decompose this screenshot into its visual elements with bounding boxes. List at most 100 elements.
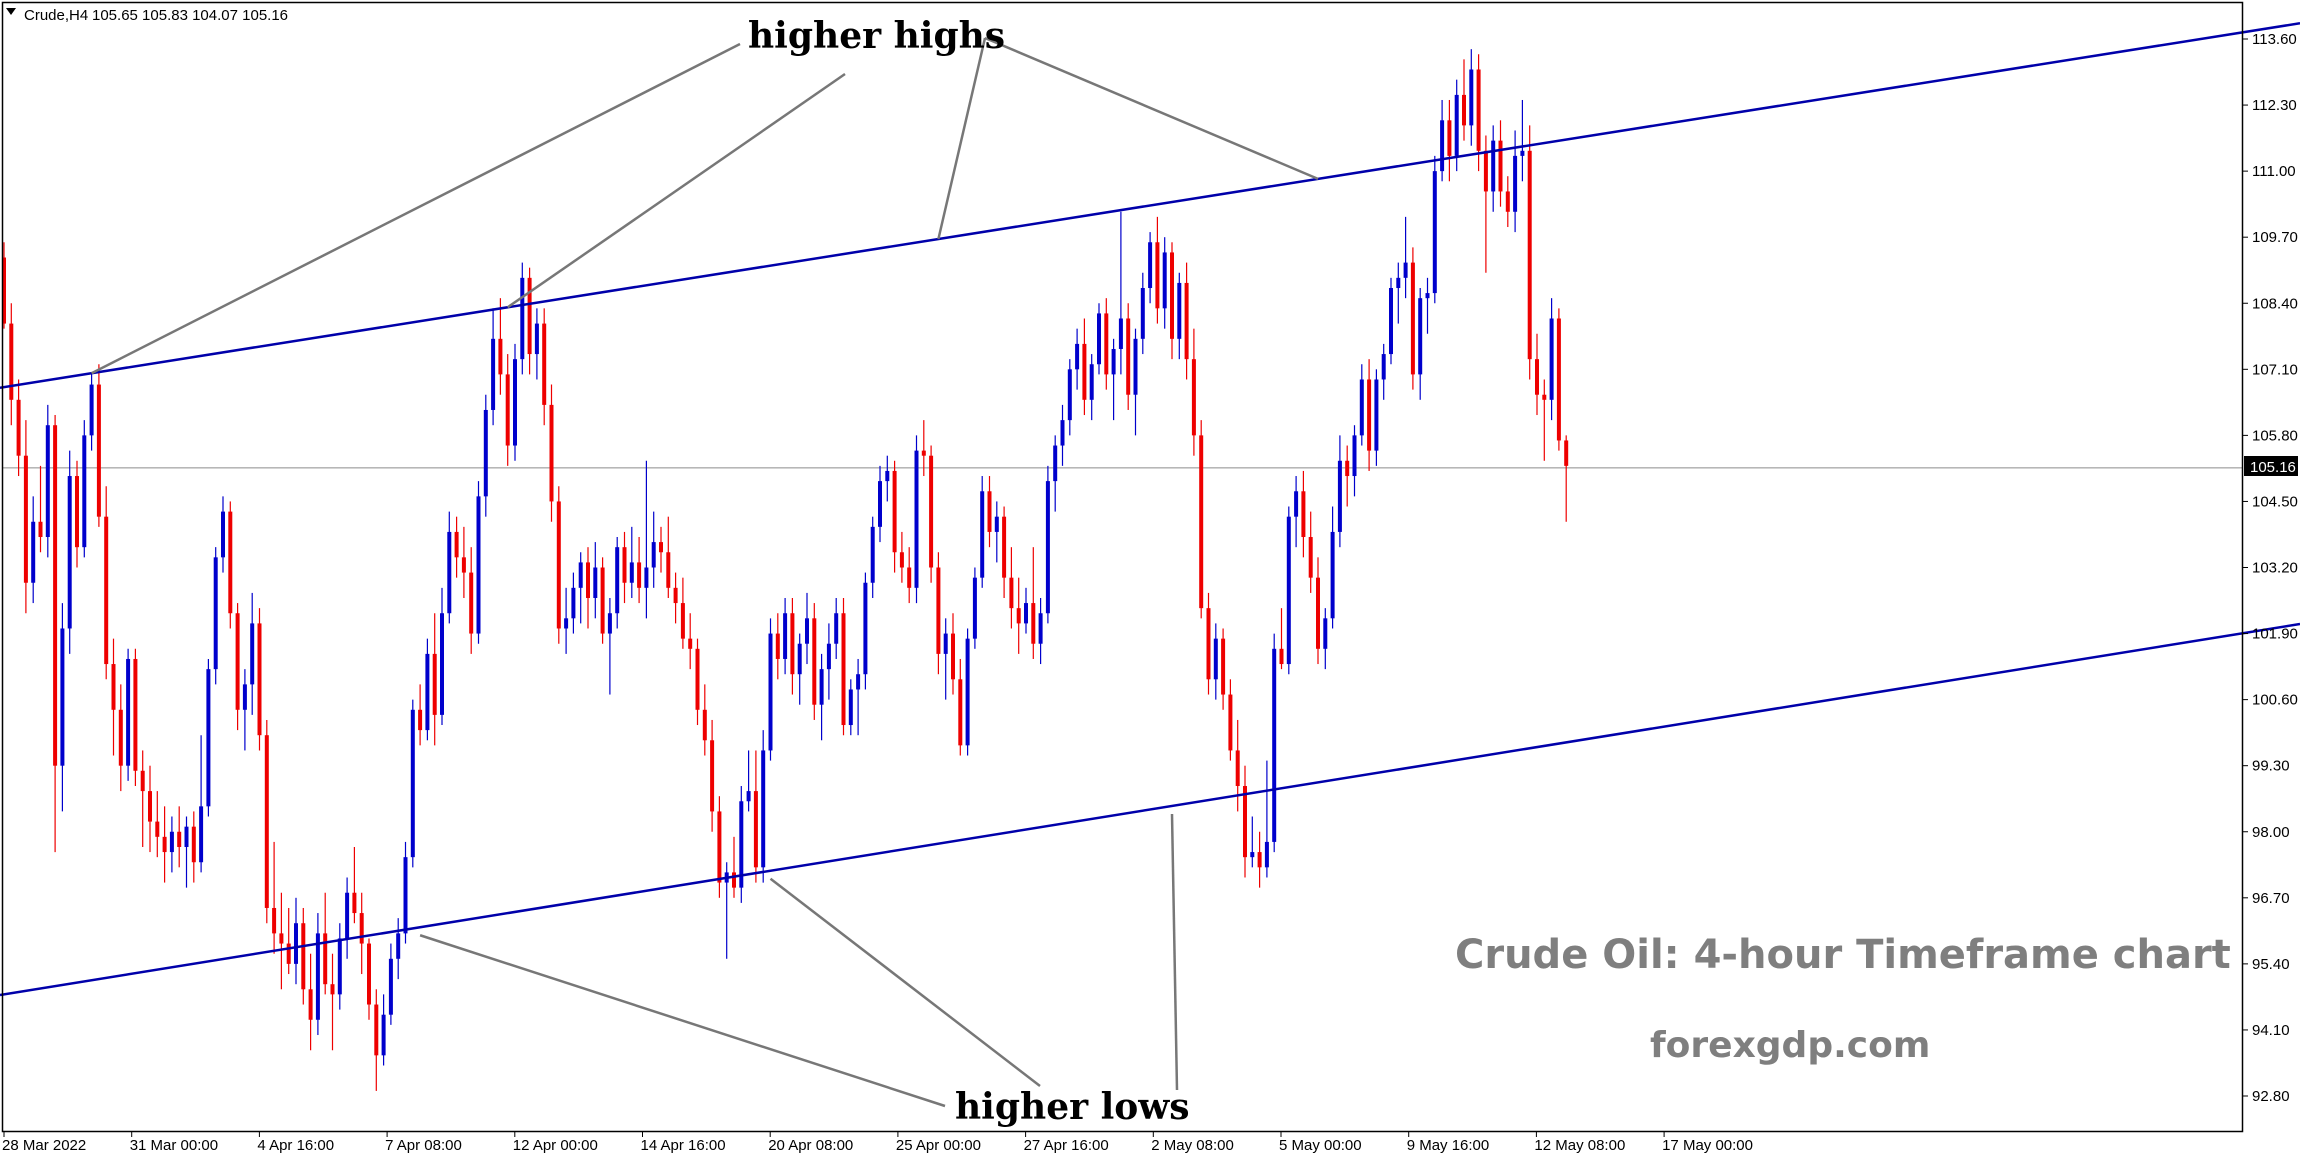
candle (666, 516, 671, 598)
candle-body (111, 664, 116, 710)
candle (23, 420, 28, 614)
y-tick-label: 101.90 (2252, 626, 2298, 643)
candle (199, 735, 204, 873)
candle-body (1447, 120, 1452, 156)
candle-body (1104, 313, 1109, 375)
candle-body (527, 277, 532, 355)
y-tick-label: 113.60 (2252, 31, 2297, 48)
candle-body (235, 613, 240, 710)
candle-body (67, 476, 72, 629)
x-tick-label: 28 Mar 2022 (2, 1137, 86, 1154)
x-tick-label: 14 Apr 16:00 (641, 1137, 726, 1154)
x-tick-label: 4 Apr 16:00 (257, 1137, 334, 1154)
candle (659, 526, 663, 573)
candle-body (746, 791, 751, 802)
candle-body (1111, 348, 1116, 375)
candle (1118, 211, 1123, 375)
y-tick-label: 112.30 (2252, 97, 2297, 114)
candle (768, 618, 773, 761)
candle-body (1316, 577, 1320, 649)
candle-body (1250, 852, 1255, 858)
candle (9, 303, 14, 426)
candle (1067, 359, 1072, 436)
candle-body (768, 633, 773, 751)
candle-body (1155, 242, 1160, 309)
candle-body (775, 633, 780, 659)
candle-body (1243, 786, 1247, 858)
candle-body (60, 628, 65, 766)
candle (476, 481, 481, 644)
candle-body (1374, 379, 1379, 451)
candle (994, 501, 999, 563)
candle (38, 465, 43, 553)
y-tick-label: 103.20 (2252, 560, 2298, 577)
candle (878, 465, 882, 543)
candle-body (315, 933, 320, 1020)
candle-body (388, 958, 393, 1015)
candle-body (155, 821, 160, 837)
candle (1191, 328, 1196, 456)
candle-body (600, 567, 605, 634)
candle (783, 597, 788, 675)
candle (622, 531, 627, 604)
candle-body (403, 857, 408, 934)
candle-body (323, 933, 328, 985)
candle-body (367, 943, 371, 1005)
candles-layer (2, 49, 1569, 1091)
candle-body (1118, 318, 1123, 349)
candle-body (710, 740, 715, 812)
candle (118, 684, 123, 792)
candle-body (1294, 491, 1299, 517)
candle (1542, 379, 1547, 461)
candle (1505, 176, 1510, 228)
candle (228, 501, 233, 629)
candle-body (783, 613, 788, 659)
candle-body (972, 577, 977, 639)
x-tick-label: 12 Apr 00:00 (513, 1137, 598, 1154)
candle (1126, 303, 1131, 410)
candle (775, 613, 780, 680)
candle (907, 547, 912, 604)
candle-body (812, 618, 817, 705)
candle (1177, 272, 1182, 360)
candle (680, 577, 685, 649)
candle (790, 597, 795, 695)
candle (651, 511, 656, 588)
candle (410, 699, 415, 868)
candle-body (440, 613, 444, 715)
candle (586, 547, 590, 629)
candle-body (1279, 648, 1284, 665)
candle (1556, 308, 1561, 451)
candle (177, 806, 182, 868)
candle (461, 526, 466, 598)
candle-body (1556, 318, 1561, 441)
candle (1418, 288, 1423, 400)
chart-menu-icon[interactable] (6, 8, 16, 15)
x-tick-label: 9 May 16:00 (1407, 1137, 1490, 1154)
candle (1440, 99, 1445, 182)
candle (1389, 277, 1393, 365)
candle-body (140, 770, 145, 792)
candle (1403, 216, 1408, 299)
candle (264, 719, 269, 924)
candle-body (374, 1004, 379, 1056)
candle-body (819, 669, 824, 705)
candle-body (622, 547, 627, 583)
candle-body (257, 623, 262, 736)
candle-body (286, 943, 291, 964)
candle (710, 719, 715, 832)
candle (695, 638, 700, 726)
candle-body (1367, 379, 1372, 451)
candle (1301, 470, 1306, 558)
candle-body (461, 557, 466, 573)
candle (1323, 608, 1328, 670)
candle (425, 638, 430, 741)
candle (564, 587, 569, 654)
candle (96, 364, 101, 527)
candle (812, 603, 817, 720)
candle (403, 841, 408, 944)
candle (1053, 435, 1058, 512)
candle-body (1257, 852, 1262, 868)
candle (1469, 49, 1474, 146)
candle (184, 816, 189, 888)
